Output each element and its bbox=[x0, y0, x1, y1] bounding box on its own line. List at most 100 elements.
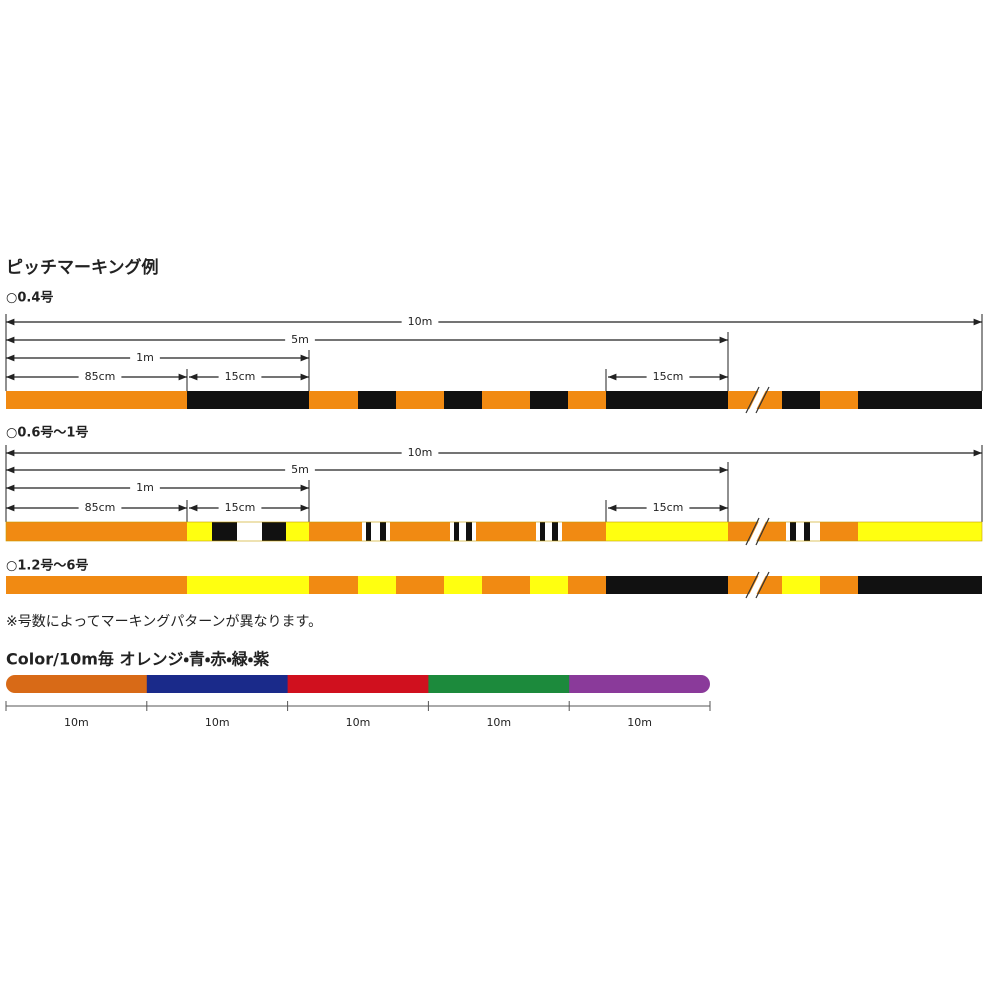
dimension-label: 1m bbox=[136, 481, 154, 494]
scale-label: 10m bbox=[205, 716, 230, 729]
label-bg bbox=[646, 501, 690, 515]
line-segment bbox=[552, 522, 558, 541]
dimension-label: 15cm bbox=[653, 370, 684, 383]
title: ピッチマーキング例 bbox=[6, 257, 159, 278]
line-segment bbox=[6, 391, 187, 409]
dimension-label: 85cm bbox=[85, 370, 116, 383]
line-segment bbox=[858, 576, 982, 594]
line-segment bbox=[309, 576, 358, 594]
dimension-label: 5m bbox=[291, 333, 309, 346]
line-segment bbox=[390, 522, 450, 541]
section-label: ○1.2号～6号 bbox=[6, 559, 88, 574]
dimension-label: 1m bbox=[136, 351, 154, 364]
color-title: Color/10m毎 オレンジ・青・赤・緑・紫 bbox=[6, 650, 269, 669]
line-segment bbox=[782, 391, 820, 409]
color-segment bbox=[6, 675, 148, 693]
break-mark bbox=[755, 517, 770, 546]
line-segment bbox=[237, 522, 262, 541]
section-label: ○0.6号～1号 bbox=[6, 426, 88, 441]
line-segment bbox=[466, 522, 472, 541]
line-segment bbox=[606, 576, 728, 594]
line-segment bbox=[790, 522, 796, 541]
scale-label: 10m bbox=[346, 716, 371, 729]
line-segment bbox=[820, 391, 858, 409]
break-gap bbox=[748, 519, 767, 544]
dimension-label: 10m bbox=[408, 446, 433, 459]
line-segment bbox=[358, 391, 396, 409]
break-mark bbox=[745, 571, 760, 599]
dimension-label: 10m bbox=[408, 315, 433, 328]
label-bg bbox=[78, 501, 122, 515]
line-segment bbox=[606, 522, 728, 541]
line-segment bbox=[6, 522, 187, 541]
line-segment bbox=[530, 391, 568, 409]
line-segment bbox=[530, 576, 568, 594]
line-segment bbox=[396, 576, 444, 594]
line-segment bbox=[820, 522, 858, 541]
break-gap bbox=[748, 388, 767, 412]
break-mark bbox=[745, 386, 760, 414]
scale-label: 10m bbox=[64, 716, 89, 729]
label-bg bbox=[130, 481, 160, 495]
line-segment bbox=[450, 522, 476, 541]
color-segment bbox=[428, 675, 570, 693]
label-bg bbox=[130, 351, 160, 365]
line-segment bbox=[366, 522, 371, 541]
label-bg bbox=[401, 315, 439, 329]
line-segment bbox=[562, 522, 606, 541]
line-segment bbox=[454, 522, 459, 541]
scale-label: 10m bbox=[486, 716, 511, 729]
line-segment bbox=[858, 522, 982, 541]
line-segment bbox=[187, 576, 309, 594]
note: ※号数によってマーキングパターンが異なります。 bbox=[6, 614, 322, 630]
dimension-label: 15cm bbox=[225, 501, 256, 514]
label-bg bbox=[285, 333, 315, 347]
dimension-label: 15cm bbox=[225, 370, 256, 383]
line-segment bbox=[820, 576, 858, 594]
line-segment bbox=[540, 522, 545, 541]
break-gap bbox=[748, 573, 767, 597]
line-segment bbox=[482, 576, 530, 594]
section-label: ○0.4号 bbox=[6, 291, 53, 306]
dimension-label: 85cm bbox=[85, 501, 116, 514]
line-segment bbox=[606, 391, 728, 409]
line-segment bbox=[782, 576, 820, 594]
line-segment bbox=[568, 576, 606, 594]
line-segment bbox=[380, 522, 386, 541]
break-mark bbox=[755, 386, 770, 414]
label-bg bbox=[78, 370, 122, 384]
label-bg bbox=[285, 463, 315, 477]
line-segment bbox=[476, 522, 536, 541]
line-segment bbox=[358, 576, 396, 594]
label-bg bbox=[401, 446, 439, 460]
line-outline bbox=[5, 521, 983, 542]
line-segment bbox=[262, 522, 286, 541]
dimension-label: 5m bbox=[291, 463, 309, 476]
color-segment bbox=[569, 675, 710, 693]
line-segment bbox=[187, 391, 309, 409]
line-segment bbox=[804, 522, 810, 541]
label-bg bbox=[218, 370, 262, 384]
line-segment bbox=[6, 576, 187, 594]
line-segment bbox=[309, 391, 358, 409]
line-segment bbox=[187, 522, 212, 541]
line-segment bbox=[536, 522, 562, 541]
line-segment bbox=[286, 522, 309, 541]
line-segment bbox=[212, 522, 237, 541]
label-bg bbox=[218, 501, 262, 515]
scale-label: 10m bbox=[627, 716, 652, 729]
line-segment bbox=[568, 391, 606, 409]
line-segment bbox=[309, 522, 362, 541]
line-segment bbox=[444, 391, 482, 409]
line-segment bbox=[858, 391, 982, 409]
color-segment bbox=[146, 675, 289, 693]
break-mark bbox=[745, 517, 760, 546]
line-segment bbox=[482, 391, 530, 409]
label-bg bbox=[646, 370, 690, 384]
line-segment bbox=[444, 576, 482, 594]
line-segment bbox=[396, 391, 444, 409]
color-segment bbox=[287, 675, 429, 693]
dimension-label: 15cm bbox=[653, 501, 684, 514]
